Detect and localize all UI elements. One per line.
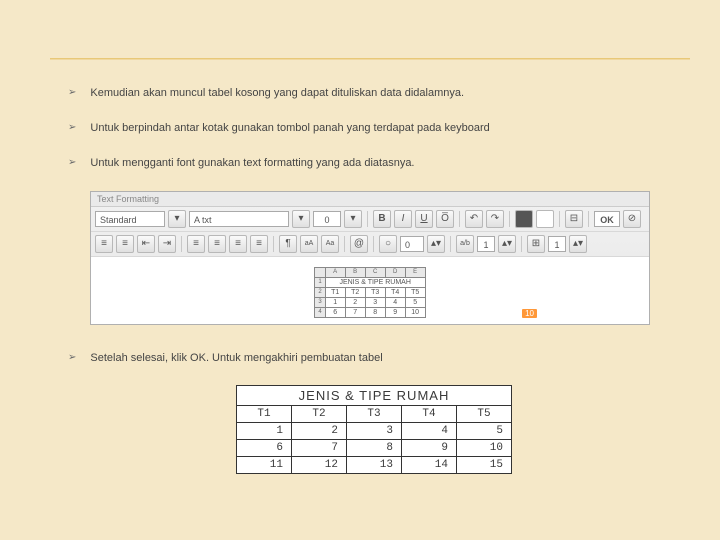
close-icon[interactable]: ⊘ xyxy=(623,210,641,228)
symbol-icon[interactable]: ○ xyxy=(379,235,397,253)
bullet-2: ➢ Untuk berpindah antar kotak gunakan to… xyxy=(68,121,680,136)
dropdown-arrow-icon[interactable]: ▾ xyxy=(344,210,362,228)
color-swatch-light[interactable] xyxy=(536,210,554,228)
spinner-icon[interactable]: ▴▾ xyxy=(498,235,516,253)
font-style-dropdown[interactable]: Standard xyxy=(95,211,165,227)
result-table: JENIS & TIPE RUMAH T1 T2 T3 T4 T5 12345 … xyxy=(236,385,512,474)
italic-button[interactable]: I xyxy=(394,210,412,228)
bullet-text: Setelah selesai, klik OK. Untuk mengakhi… xyxy=(90,351,382,366)
spinner-icon[interactable]: ▴▾ xyxy=(427,235,445,253)
bullet-marker: ➢ xyxy=(68,352,76,363)
col-header: T5 xyxy=(457,406,512,423)
text-formatting-toolbar: Text Formatting Standard ▾ A txt ▾ 0 ▾ B… xyxy=(90,191,650,325)
toolbar-row-2: ≡ ≡ ⇤ ⇥ ≡ ≡ ≡ ≡ ¶ aA Aa @ ○ 0 ▴▾ a/b 1 ▴… xyxy=(91,232,649,257)
stack-icon[interactable]: ⊞ xyxy=(527,235,545,253)
redo-button[interactable]: ↷ xyxy=(486,210,504,228)
bullet-3: ➢ Untuk mengganti font gunakan text form… xyxy=(68,156,680,171)
paragraph-icon[interactable]: ¶ xyxy=(279,235,297,253)
list-icon[interactable]: ≡ xyxy=(116,235,134,253)
big-table-title: JENIS & TIPE RUMAH xyxy=(237,386,512,406)
at-icon[interactable]: @ xyxy=(350,235,368,253)
header-rule xyxy=(50,58,690,60)
table-row: 12345 xyxy=(237,423,512,440)
bullet-marker: ➢ xyxy=(68,87,76,98)
outdent-icon[interactable]: ⇤ xyxy=(137,235,155,253)
font-name-field[interactable]: A txt xyxy=(189,211,289,227)
mini-table-title: JENIS & TIPE RUMAH xyxy=(325,277,425,287)
spinner-icon[interactable]: ▴▾ xyxy=(569,235,587,253)
align-center-icon[interactable]: ≡ xyxy=(208,235,226,253)
ruler-icon[interactable]: ⊟ xyxy=(565,210,583,228)
bullet-marker: ➢ xyxy=(68,157,76,168)
bullet-1: ➢ Kemudian akan muncul tabel kosong yang… xyxy=(68,86,680,101)
undo-button[interactable]: ↶ xyxy=(465,210,483,228)
col-header: T3 xyxy=(347,406,402,423)
underline-button[interactable]: U xyxy=(415,210,433,228)
bold-button[interactable]: B xyxy=(373,210,391,228)
font-size-field[interactable]: 0 xyxy=(313,211,341,227)
bullet-marker: ➢ xyxy=(68,122,76,133)
col-header: T1 xyxy=(237,406,292,423)
toolbar-title: Text Formatting xyxy=(91,192,649,207)
num-field[interactable]: 1 xyxy=(477,236,495,252)
mini-table: A B C D E 1 JENIS & TIPE RUMAH 2 T1T2T3T… xyxy=(314,267,425,318)
case-icon[interactable]: Aa xyxy=(321,235,339,253)
table-row: 1112131415 xyxy=(237,457,512,474)
mini-table-area: A B C D E 1 JENIS & TIPE RUMAH 2 T1T2T3T… xyxy=(91,257,649,324)
bullet-text: Untuk berpindah antar kotak gunakan tomb… xyxy=(90,121,489,136)
color-swatch-dark[interactable] xyxy=(515,210,533,228)
dropdown-arrow-icon[interactable]: ▾ xyxy=(292,210,310,228)
angle-field[interactable]: 0 xyxy=(400,236,424,252)
table-row: 678910 xyxy=(237,440,512,457)
ok-button[interactable]: OK xyxy=(594,211,620,227)
dropdown-arrow-icon[interactable]: ▾ xyxy=(168,210,186,228)
spin-field[interactable]: 1 xyxy=(548,236,566,252)
orange-tag: 10 xyxy=(522,309,537,318)
col-header: T2 xyxy=(292,406,347,423)
case-icon[interactable]: aA xyxy=(300,235,318,253)
toolbar-row-1: Standard ▾ A txt ▾ 0 ▾ B I U O̅ ↶ ↷ ⊟ OK… xyxy=(91,207,649,232)
col-header: T4 xyxy=(402,406,457,423)
overline-button[interactable]: O̅ xyxy=(436,210,454,228)
align-justify-icon[interactable]: ≡ xyxy=(250,235,268,253)
fraction-icon[interactable]: a/b xyxy=(456,235,474,253)
bullet-text: Kemudian akan muncul tabel kosong yang d… xyxy=(90,86,464,101)
align-left-icon[interactable]: ≡ xyxy=(187,235,205,253)
list-icon[interactable]: ≡ xyxy=(95,235,113,253)
bullet-4: ➢ Setelah selesai, klik OK. Untuk mengak… xyxy=(68,351,680,366)
indent-icon[interactable]: ⇥ xyxy=(158,235,176,253)
bullet-text: Untuk mengganti font gunakan text format… xyxy=(90,156,414,171)
content-area: ➢ Kemudian akan muncul tabel kosong yang… xyxy=(68,86,680,474)
align-right-icon[interactable]: ≡ xyxy=(229,235,247,253)
